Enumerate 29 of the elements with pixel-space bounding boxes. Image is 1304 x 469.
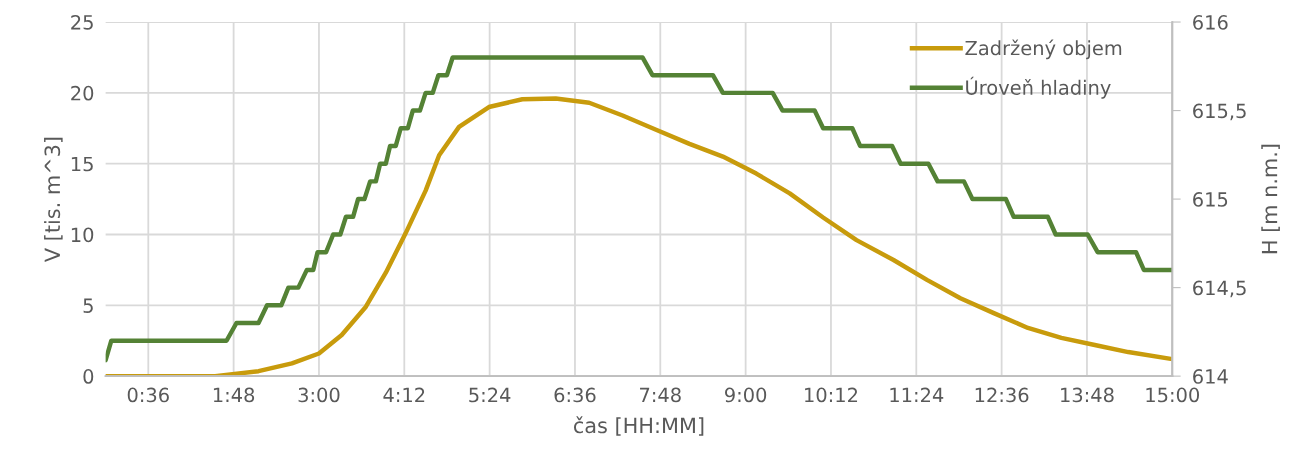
y-tick-label: 10 [71,227,94,243]
x-tick-label: 10:12 [805,387,858,403]
y2-tick-label: 614,5 [1193,280,1246,298]
y-tick-label: 0 [83,369,94,384]
y2-axis-title: H [m n.m.] [1261,144,1280,254]
x-tick-label: 1:48 [213,387,255,403]
x-axis-title: čas [HH:MM] [573,416,704,436]
x-tick-label: 6:36 [554,387,596,403]
y-tick-label: 20 [71,85,94,101]
x-tick-label: 12:36 [975,387,1029,403]
x-tick-label: 4:12 [383,387,425,403]
y2-tick-label: 616 [1193,15,1228,30]
y-axis-title: V [tis. m^3] [44,137,63,263]
legend-label: Úroveň hladiny [966,76,1111,99]
x-tick-label: 0:36 [127,387,169,403]
y-tick-label: 15 [71,156,93,172]
y2-tick-label: 614 [1193,369,1228,384]
y2-tick-label: 615 [1193,192,1228,207]
x-tick-label: 11:24 [890,387,944,403]
x-tick-label: 7:48 [640,387,681,403]
x-tick-label: 5:24 [469,387,511,403]
legend-label: Zadržený objem [965,39,1122,60]
y-tick-label: 5 [83,298,93,313]
x-tick-label: 13:48 [1061,387,1114,403]
y2-tick-label: 615,5 [1193,103,1246,121]
x-tick-label: 9:00 [725,387,767,403]
x-tick-label: 15:00 [1146,387,1200,403]
x-tick-label: 3:00 [298,387,340,403]
y-tick-label: 25 [71,15,93,30]
